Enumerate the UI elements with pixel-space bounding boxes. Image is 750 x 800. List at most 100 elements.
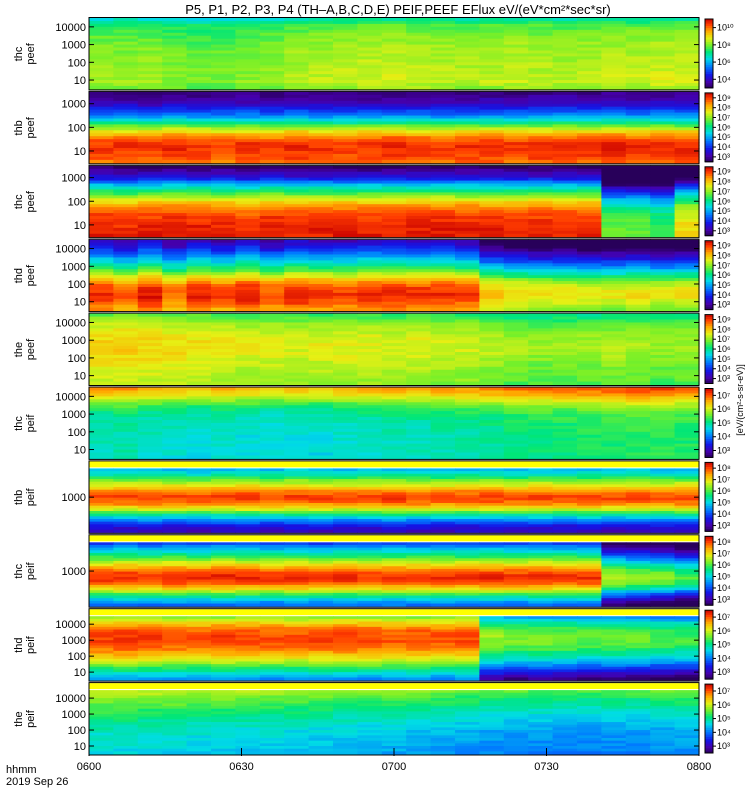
heatmap-cell: [259, 566, 285, 570]
heatmap-cell: [211, 29, 236, 34]
heatmap-cell: [552, 145, 578, 149]
heatmap-cell: [406, 230, 432, 235]
heatmap-cell: [357, 489, 383, 493]
colorbar-segment: [705, 365, 713, 368]
heatmap-cell: [430, 590, 456, 594]
heatmap-cell: [211, 195, 236, 199]
heatmap-cell: [211, 142, 236, 146]
heatmap-cell: [503, 133, 529, 137]
heatmap-cell: [333, 405, 358, 409]
heatmap-cell: [577, 272, 602, 276]
heatmap-cell: [503, 127, 529, 131]
heatmap-cell: [650, 248, 676, 253]
heatmap-cell: [455, 41, 480, 46]
heatmap-cell: [528, 281, 554, 285]
heatmap-cell: [625, 26, 651, 31]
heatmap-cell: [89, 23, 114, 28]
heatmap-cell: [381, 574, 407, 578]
heatmap-cell: [479, 112, 505, 117]
heatmap-cell: [333, 192, 358, 196]
heatmap-cell: [503, 53, 529, 57]
heatmap-cell: [113, 568, 139, 573]
heatmap-cell: [528, 186, 554, 191]
heatmap-cell: [259, 112, 285, 117]
heatmap-cell: [381, 526, 407, 531]
heatmap-cell: [601, 94, 627, 99]
heatmap-cell: [381, 405, 407, 409]
heatmap-cell: [381, 292, 407, 297]
heatmap-cell: [284, 23, 310, 28]
colorbar-tick-label: 10⁸: [717, 324, 731, 334]
heatmap-cell: [625, 32, 651, 37]
heatmap-cell: [406, 396, 432, 400]
heatmap-cell: [455, 440, 480, 445]
heatmap-cell: [357, 408, 383, 412]
heatmap-cell: [381, 80, 407, 84]
colorbar-segment: [705, 478, 713, 482]
heatmap-cell: [235, 552, 261, 557]
heatmap-cell: [406, 343, 432, 347]
heatmap-cell: [455, 322, 480, 327]
heatmap-cell: [333, 53, 358, 57]
heatmap-cell: [406, 156, 432, 161]
heatmap-cell: [235, 393, 261, 397]
heatmap-cell: [162, 414, 188, 418]
heatmap-cell: [577, 434, 602, 439]
heatmap-cell: [406, 192, 432, 196]
heatmap-cell: [235, 396, 261, 400]
heatmap-cell: [284, 587, 310, 591]
heatmap-cell: [577, 74, 602, 78]
heatmap-cell: [430, 136, 456, 140]
heatmap-cell: [308, 313, 334, 318]
heatmap-cell: [625, 508, 651, 512]
heatmap-cell: [186, 133, 212, 137]
heatmap-cell: [211, 257, 236, 261]
heatmap-cells: [89, 313, 700, 386]
heatmap-cell: [137, 254, 163, 259]
heatmap-cell: [259, 550, 285, 554]
heatmap-cell: [552, 422, 578, 427]
heatmap-cell: [455, 53, 480, 57]
heatmap-cell: [308, 272, 334, 276]
heatmap-cell: [552, 257, 578, 261]
heatmap-cell: [674, 286, 700, 291]
heatmap-cell: [430, 526, 456, 531]
heatmap-cell: [577, 301, 602, 306]
heatmap-cell: [284, 576, 310, 581]
heatmap-cell: [211, 600, 236, 605]
heatmap-cell: [235, 109, 261, 114]
heatmap-cell: [186, 600, 212, 605]
heatmap-cell: [235, 218, 261, 223]
heatmap-cell: [113, 476, 139, 480]
heatmap-cell: [235, 44, 261, 49]
heatmap-cell: [552, 489, 578, 493]
heatmap-cell: [357, 216, 383, 220]
heatmap-cell: [333, 558, 358, 562]
heatmap-cell: [528, 497, 554, 501]
heatmap-cell: [479, 431, 505, 436]
heatmap-cell: [333, 408, 358, 412]
heatmap-cell: [357, 396, 383, 400]
heatmap-cell: [113, 263, 139, 267]
heatmap-cell: [577, 440, 602, 445]
heatmap-cell: [186, 582, 212, 586]
heatmap-cell: [601, 443, 627, 448]
heatmap-cell: [455, 497, 480, 501]
heatmap-cell: [650, 218, 676, 223]
heatmap-cell: [674, 100, 700, 105]
colorbar-segment: [705, 272, 713, 276]
heatmap-cell: [186, 574, 212, 578]
heatmap-cell: [406, 227, 432, 232]
heatmap-cell: [430, 468, 456, 472]
heatmap-cell: [235, 136, 261, 140]
heatmap-cell: [577, 396, 602, 400]
heatmap-cell: [650, 473, 676, 477]
heatmap-cell: [455, 189, 480, 193]
heatmap-cell: [503, 103, 529, 108]
heatmap-cell: [284, 375, 310, 380]
heatmap-cell: [113, 529, 139, 533]
heatmap-cell: [406, 118, 432, 123]
heatmap-cell: [430, 142, 456, 146]
heatmap-cell: [455, 542, 480, 546]
heatmap-cell: [113, 598, 139, 602]
